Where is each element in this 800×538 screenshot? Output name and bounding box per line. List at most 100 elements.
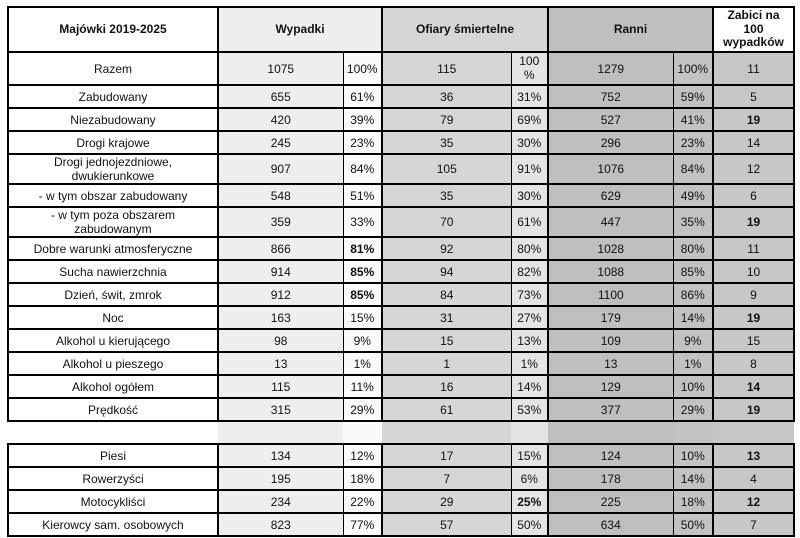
cell-ranni: 377 (547, 397, 674, 422)
cell-wypadki_pct: 22% (342, 489, 383, 514)
header-zabici-na-100: Zabici na 100 wypadków (712, 6, 796, 53)
table-row: Alkohol u pieszego 13 1% 1 1% 13 1% 8 (7, 351, 796, 376)
cell-zabici: 5 (712, 84, 796, 109)
cell-label: Drogi krajowe (7, 130, 219, 155)
cell-wypadki_pct (343, 420, 382, 445)
cell-ranni: 296 (547, 130, 674, 155)
cell-wypadki: 245 (217, 130, 344, 155)
table-row: - w tym obszar zabudowany 548 51% 35 30% 629 4… (7, 183, 796, 208)
cell-wypadki_pct: 85% (342, 259, 383, 284)
table-row: Dobre warunki atmosferyczne 866 81% 92 80% 10… (7, 236, 796, 261)
cell-ranni_pct: 10% (672, 374, 714, 399)
cell-ofiary: 70 (381, 206, 512, 238)
cell-zabici: 4 (712, 466, 796, 491)
cell-ofiary_pct: 82% (510, 259, 549, 284)
table-row: Drogi jednojezdniowe, dwukierunkowe 907 84… (7, 153, 796, 185)
cell-ofiary: 35 (381, 130, 512, 155)
cell-ofiary_pct: 31% (510, 84, 549, 109)
table-row: - w tym poza obszarem zabudowanym 359 33% 7… (7, 206, 796, 238)
cell-zabici: 12 (712, 153, 796, 185)
cell-ranni: 129 (547, 374, 674, 399)
cell-wypadki_pct: 61% (342, 84, 383, 109)
cell-zabici: 10 (712, 259, 796, 284)
cell-ofiary: 29 (381, 489, 512, 514)
cell-wypadki: 1075 (217, 51, 344, 86)
cell-wypadki: 912 (217, 282, 344, 307)
cell-zabici: 6 (712, 183, 796, 208)
cell-ranni: 634 (547, 512, 674, 537)
cell-wypadki: 115 (217, 374, 344, 399)
cell-ofiary_pct: 27% (510, 305, 549, 330)
header-row: Majówki 2019-2025 Wypadki Ofiary śmierte… (7, 6, 796, 53)
cell-ranni: 179 (547, 305, 674, 330)
cell-ofiary: 36 (381, 84, 512, 109)
cell-label: Prędkość (7, 397, 219, 422)
cell-ofiary_pct: 91% (510, 153, 549, 185)
cell-wypadki (218, 420, 343, 445)
header-ofiary-smiertelne: Ofiary śmiertelne (380, 6, 550, 53)
cell-ranni: 1076 (547, 153, 674, 185)
cell-ranni: 1100 (547, 282, 674, 307)
table-row: Alkohol u kierującego 98 9% 15 13% 109 9% 15 (7, 328, 796, 353)
cell-label: Alkohol u pieszego (7, 351, 219, 376)
cell-label: Alkohol u kierującego (7, 328, 219, 353)
cell-ofiary: 31 (381, 305, 512, 330)
cell-wypadki_pct: 29% (342, 397, 383, 422)
cell-wypadki: 163 (217, 305, 344, 330)
cell-ofiary_pct: 14% (510, 374, 549, 399)
cell-ofiary: 61 (381, 397, 512, 422)
cell-zabici: 19 (712, 305, 796, 330)
cell-zabici: 19 (712, 397, 796, 422)
cell-ranni: 447 (547, 206, 674, 238)
cell-label: Niezabudowany (7, 107, 219, 132)
cell-wypadki_pct: 84% (342, 153, 383, 185)
cell-wypadki_pct: 77% (342, 512, 383, 537)
cell-ofiary: 79 (381, 107, 512, 132)
cell-ofiary_pct: 13% (510, 328, 549, 353)
cell-label: Razem (7, 51, 219, 86)
cell-ofiary: 17 (381, 443, 512, 468)
cell-wypadki: 420 (217, 107, 344, 132)
cell-ofiary_pct: 25% (510, 489, 549, 514)
table-row: Zabudowany 655 61% 36 31% 752 59% 5 (7, 84, 796, 109)
cell-ofiary_pct: 1% (510, 351, 549, 376)
cell-ranni_pct: 50% (672, 512, 714, 537)
cell-ofiary_pct: 30% (510, 183, 549, 208)
cell-wypadki_pct: 81% (342, 236, 383, 261)
cell-label: - w tym obszar zabudowany (7, 183, 219, 208)
cell-wypadki_pct: 51% (342, 183, 383, 208)
cell-label: Sucha nawierzchnia (7, 259, 219, 284)
cell-label: Dobre warunki atmosferyczne (7, 236, 219, 261)
cell-ranni: 1088 (547, 259, 674, 284)
cell-ranni_pct (673, 420, 714, 445)
cell-ranni: 1279 (547, 51, 674, 86)
cell-zabici: 11 (712, 51, 796, 86)
cell-ofiary: 16 (381, 374, 512, 399)
table-row: Prędkość 315 29% 61 53% 377 29% 19 (7, 397, 796, 422)
cell-ofiary_pct: 30% (510, 130, 549, 155)
cell-label: Noc (7, 305, 219, 330)
cell-ranni: 752 (547, 84, 674, 109)
cell-ranni_pct: 10% (672, 443, 714, 468)
cell-ofiary_pct: 6% (510, 466, 549, 491)
cell-label: Alkohol ogółem (7, 374, 219, 399)
table-row: Drogi krajowe 245 23% 35 30% 296 23% 14 (7, 130, 796, 155)
cell-ranni_pct: 35% (672, 206, 714, 238)
cell-ranni: 1028 (547, 236, 674, 261)
cell-zabici: 11 (712, 236, 796, 261)
cell-ofiary_pct: 73% (510, 282, 549, 307)
cell-ofiary_pct: 61% (510, 206, 549, 238)
cell-ranni_pct: 86% (672, 282, 714, 307)
cell-wypadki_pct: 9% (342, 328, 383, 353)
cell-zabici: 14 (712, 130, 796, 155)
cell-wypadki: 907 (217, 153, 344, 185)
cell-zabici: 14 (712, 374, 796, 399)
cell-wypadki: 98 (217, 328, 344, 353)
cell-wypadki_pct: 18% (342, 466, 383, 491)
cell-wypadki_pct: 1% (342, 351, 383, 376)
cell-wypadki_pct: 12% (342, 443, 383, 468)
cell-label (8, 420, 218, 445)
cell-wypadki: 914 (217, 259, 344, 284)
cell-ranni: 109 (547, 328, 674, 353)
